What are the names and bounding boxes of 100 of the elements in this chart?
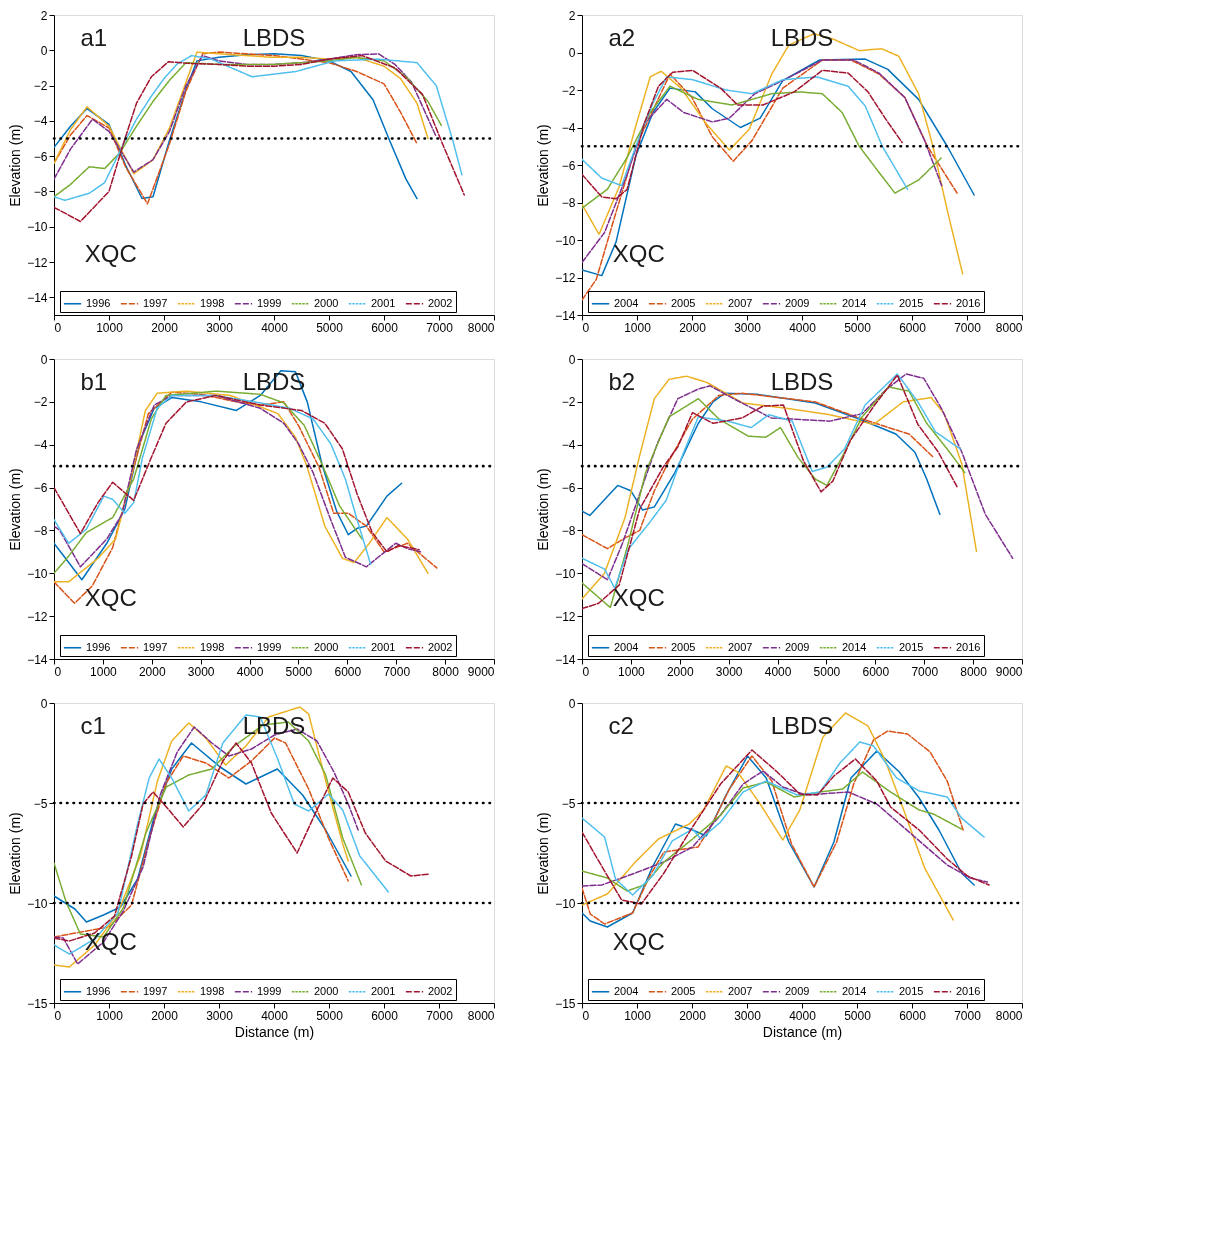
legend-label: 2015 — [899, 296, 924, 309]
legend-label: 2009 — [785, 296, 810, 309]
legend-label: 2009 — [785, 640, 810, 653]
x-tick-label: 4000 — [764, 664, 792, 679]
y-tick-label: −2 — [561, 83, 576, 98]
y-tick-label: −4 — [561, 438, 576, 453]
legend-label: 2002 — [428, 296, 453, 309]
legend-label: 2004 — [614, 640, 639, 653]
legend-label: 2002 — [428, 984, 453, 997]
annotation: XQC — [612, 584, 665, 611]
y-tick-label: −14 — [27, 290, 48, 305]
annotation: b2 — [608, 368, 636, 395]
x-tick-label: 9000 — [995, 664, 1023, 679]
x-tick-label: 4000 — [261, 1008, 289, 1023]
y-tick-label: −2 — [33, 79, 48, 94]
legend-label: 1998 — [200, 296, 225, 309]
line-series — [582, 373, 1014, 581]
y-tick-label: 0 — [568, 46, 576, 60]
y-tick-label: −6 — [561, 158, 576, 173]
legend-label: 2015 — [899, 640, 924, 653]
legend-label: 2005 — [671, 640, 696, 653]
y-axis-title: Elevation (m) — [535, 468, 552, 551]
x-tick-label: 3000 — [206, 320, 234, 335]
y-tick-label: 0 — [568, 352, 576, 367]
legend-label: 1997 — [143, 640, 168, 653]
x-tick-label: 5000 — [844, 1008, 872, 1023]
legend-label: 2014 — [842, 296, 867, 309]
legend-label: 2016 — [956, 640, 981, 653]
y-tick-label: −2 — [33, 395, 48, 410]
x-axis-title: Distance (m) — [762, 1023, 843, 1040]
y-tick-label: −6 — [33, 149, 48, 164]
legend-label: 2004 — [614, 296, 639, 309]
x-tick-label: 1000 — [96, 1008, 124, 1023]
y-tick-label: −4 — [33, 114, 48, 129]
y-tick-label: −12 — [27, 609, 48, 624]
x-tick-label: 5000 — [316, 320, 344, 335]
legend-label: 2016 — [956, 984, 981, 997]
y-tick-label: −12 — [555, 271, 576, 285]
y-tick-label: 2 — [568, 8, 576, 23]
x-tick-label: 6000 — [862, 664, 890, 679]
x-tick-label: 3000 — [734, 1008, 762, 1023]
y-tick-label: −10 — [555, 233, 576, 248]
x-tick-label: 6000 — [899, 320, 927, 335]
y-tick-label: −14 — [555, 652, 576, 667]
y-tick-label: −10 — [27, 220, 48, 235]
y-tick-label: −2 — [561, 395, 576, 410]
legend-label: 2007 — [728, 984, 753, 997]
y-tick-label: −15 — [555, 996, 576, 1011]
annotation: LBDS — [770, 712, 834, 739]
x-tick-label: 1000 — [624, 1008, 652, 1023]
x-tick-label: 0 — [582, 320, 590, 335]
x-tick-label: 0 — [54, 664, 62, 679]
line-series — [54, 370, 403, 581]
x-tick-label: 5000 — [844, 320, 872, 335]
x-tick-label: 8000 — [995, 1008, 1023, 1023]
y-tick-label: 0 — [40, 43, 48, 58]
y-tick-label: −5 — [33, 796, 48, 811]
y-axis-title: Elevation (m) — [7, 468, 24, 551]
x-tick-label: 0 — [582, 664, 590, 679]
y-tick-label: −12 — [27, 255, 48, 270]
y-axis-title: Elevation (m) — [535, 812, 552, 895]
legend-label: 1998 — [200, 984, 225, 997]
x-tick-label: 0 — [54, 320, 62, 335]
line-series — [582, 85, 943, 209]
annotation: XQC — [84, 584, 137, 611]
legend-label: 2005 — [671, 984, 696, 997]
legend-label: 2001 — [371, 984, 396, 997]
y-tick-label: −14 — [555, 308, 576, 323]
annotation: a1 — [80, 24, 108, 51]
legend-label: 2002 — [428, 640, 453, 653]
x-tick-label: 4000 — [789, 1008, 817, 1023]
y-tick-label: −10 — [27, 896, 48, 911]
y-tick-label: −4 — [561, 121, 576, 135]
y-tick-label: −10 — [555, 566, 576, 581]
x-tick-label: 5000 — [316, 1008, 344, 1023]
legend-label: 2014 — [842, 640, 867, 653]
legend-label: 2000 — [314, 640, 339, 653]
y-tick-label: 2 — [40, 8, 48, 23]
x-tick-label: 3000 — [187, 664, 215, 679]
y-tick-label: 0 — [568, 696, 576, 711]
legend-label: 1997 — [143, 296, 168, 309]
x-tick-label: 7000 — [426, 320, 454, 335]
x-tick-label: 1000 — [96, 320, 124, 335]
x-tick-label: 2000 — [666, 664, 694, 679]
x-tick-label: 6000 — [334, 664, 362, 679]
annotation: XQC — [612, 928, 665, 955]
x-tick-label: 7000 — [954, 320, 982, 335]
y-tick-label: −14 — [27, 652, 48, 667]
annotation: a2 — [608, 24, 636, 51]
y-tick-label: −8 — [33, 523, 48, 538]
x-tick-label: 0 — [582, 1008, 590, 1023]
annotation: c1 — [80, 712, 106, 739]
legend-label: 2000 — [314, 984, 339, 997]
x-tick-label: 5000 — [813, 664, 841, 679]
legend-label: 2001 — [371, 296, 396, 309]
x-tick-label: 6000 — [899, 1008, 927, 1023]
y-tick-label: −6 — [33, 481, 48, 496]
x-tick-label: 5000 — [285, 664, 313, 679]
legend-label: 1996 — [86, 296, 111, 309]
x-tick-label: 2000 — [138, 664, 166, 679]
